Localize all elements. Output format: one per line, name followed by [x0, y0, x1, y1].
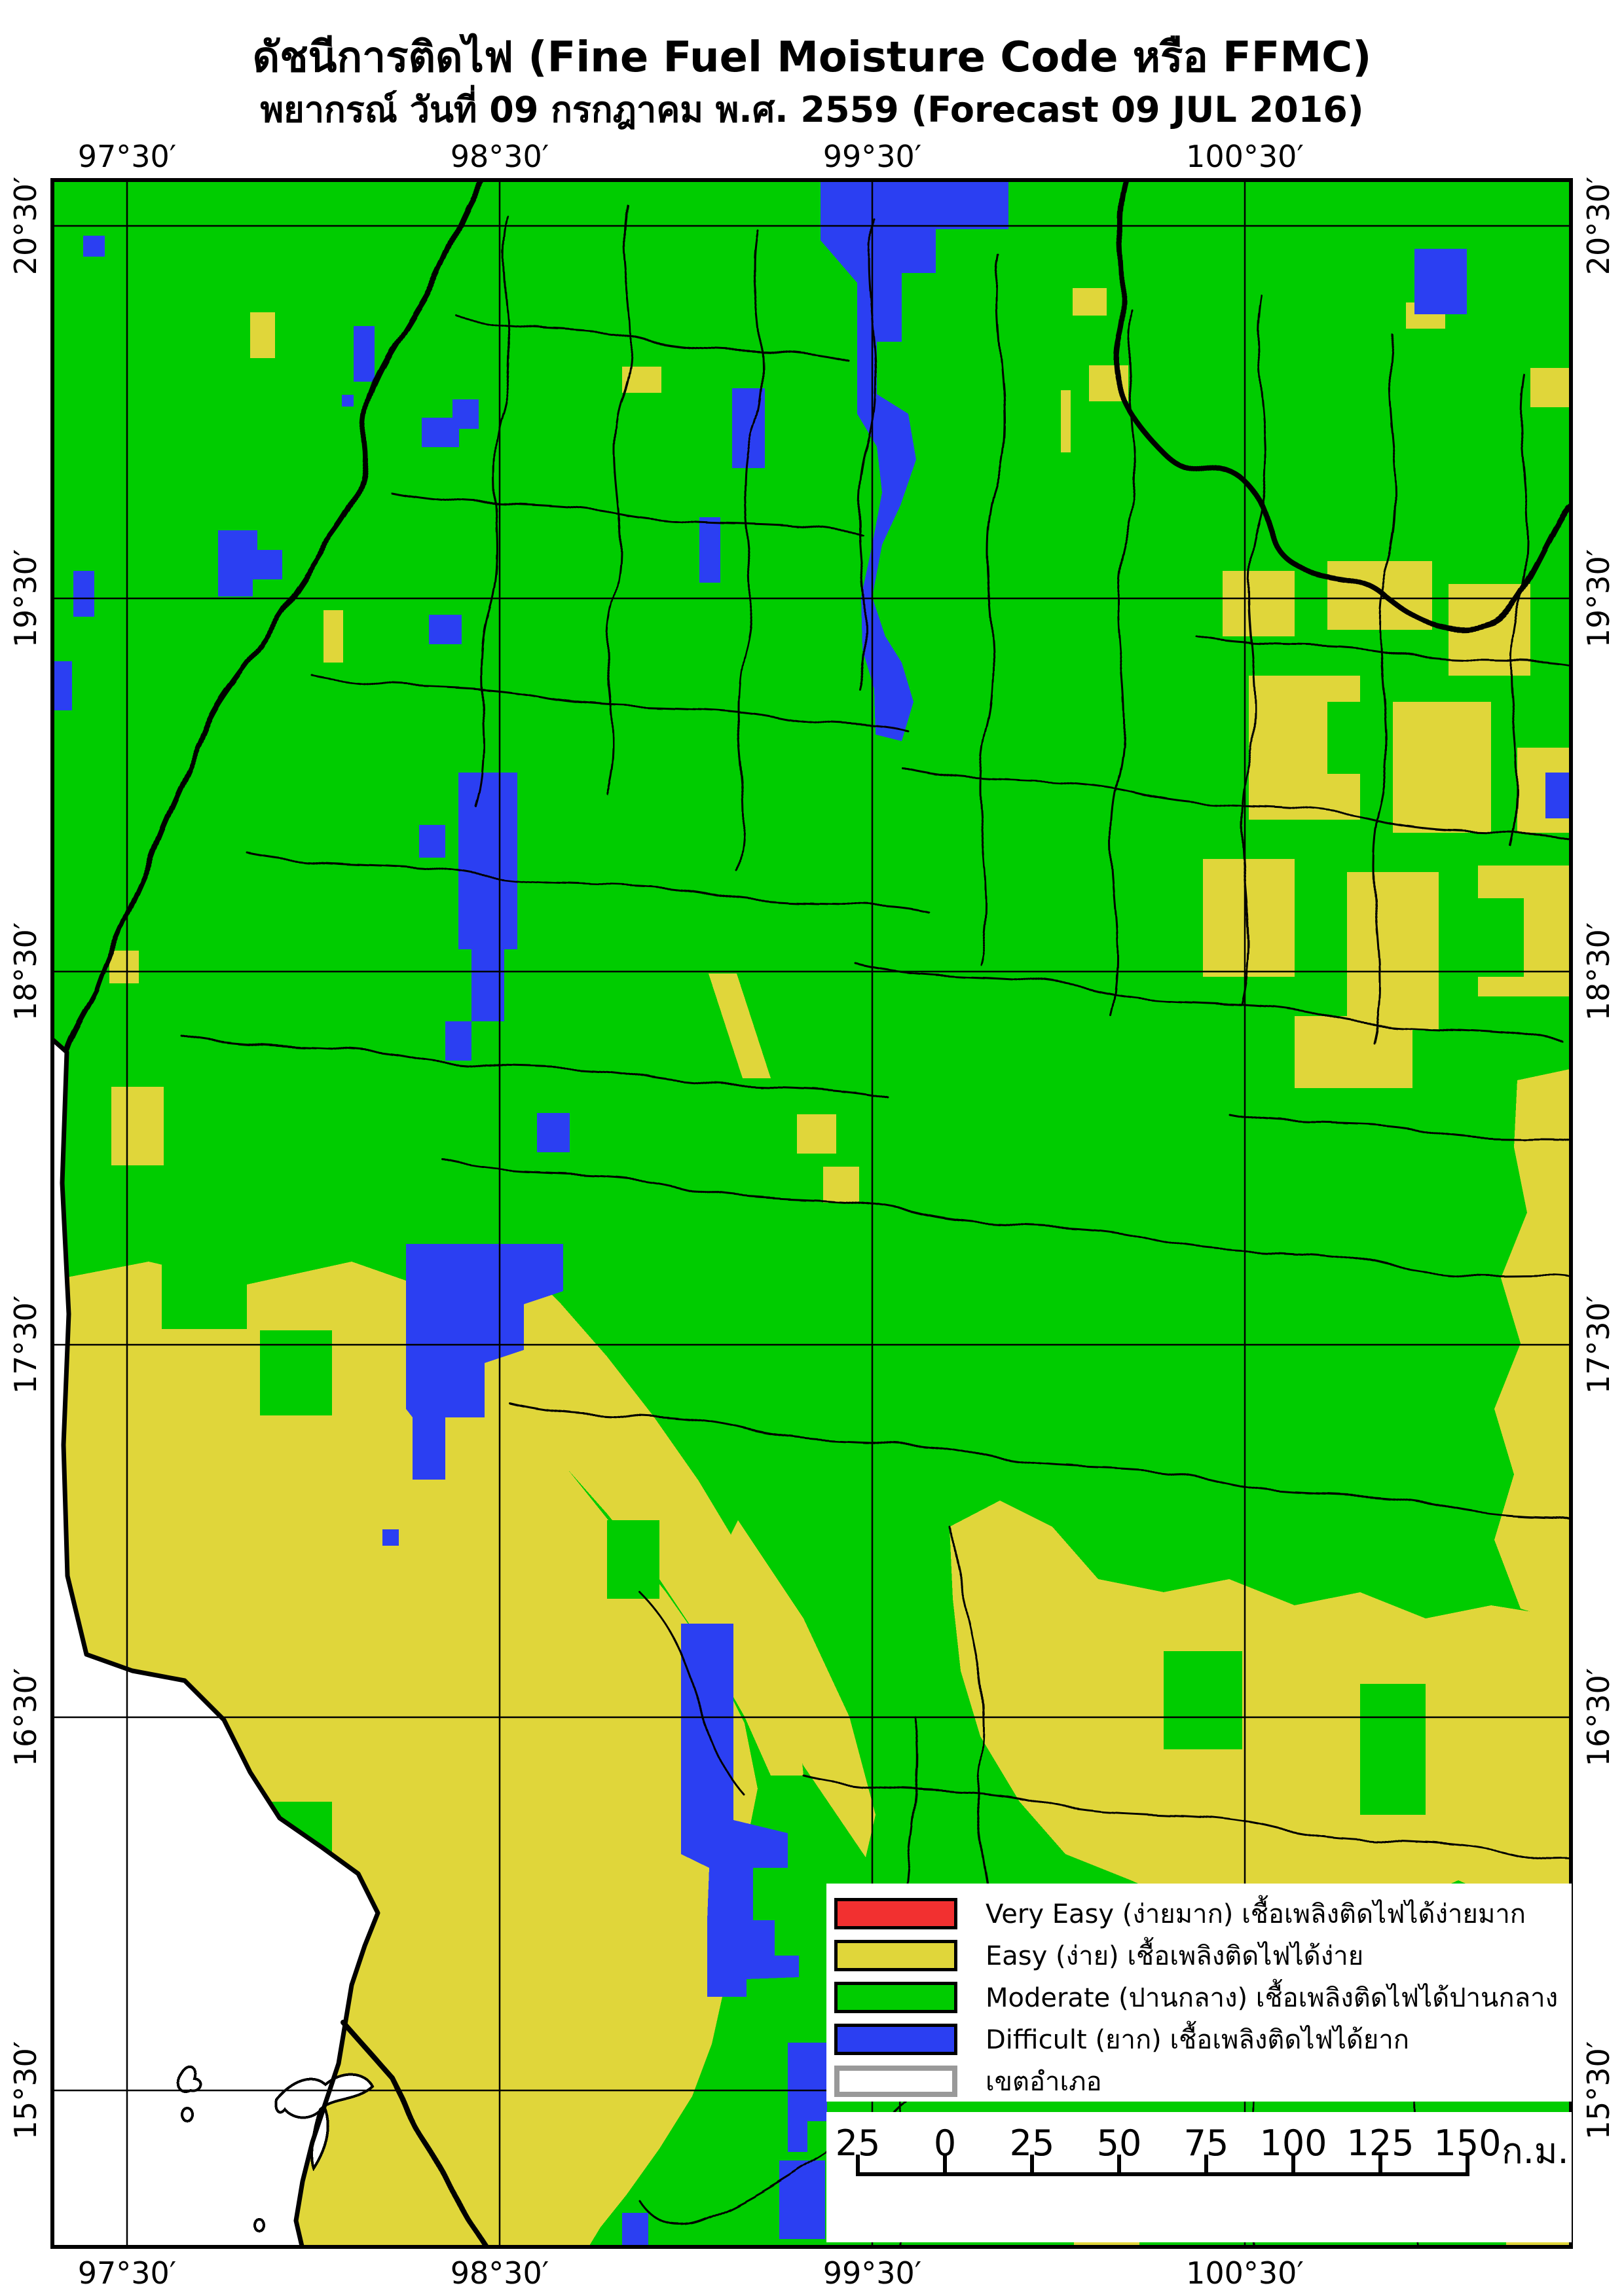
axis-tick-label: 18°30′: [1581, 922, 1616, 1021]
axis-tick-label: 20°30′: [1581, 176, 1616, 276]
page-title: ดัชนีการติดไฟ (Fine Fuel Moisture Code ห…: [252, 33, 1372, 82]
page-subtitle: พยากรณ์ วันที่ 09 กรกฎาคม พ.ศ. 2559 (For…: [260, 89, 1364, 130]
longitude-axis-top: 97°30′ 98°30′ 99°30′ 100°30′: [50, 134, 1573, 175]
scale-bar: ก.ม. 25 0 25 50 75 100 125 150: [826, 2112, 1572, 2242]
axis-tick-label: 100°30′: [1186, 139, 1304, 174]
legend-label: เขตอำเภอ: [986, 2067, 1102, 2097]
scale-bar-tick: [1204, 2155, 1208, 2176]
legend-item-moderate: Moderate (ปานกลาง) เชื้อเพลิงติดไฟได้ปาน…: [826, 1977, 1572, 2018]
map-area: Very Easy (ง่ายมาก) เชื้อเพลิงติดไฟได้ง่…: [50, 178, 1573, 2249]
scale-bar-tick: [943, 2155, 947, 2176]
legend-item-district-boundary: เขตอำเภอ: [826, 2060, 1572, 2102]
scale-bar-tick: [1030, 2155, 1034, 2176]
legend-swatch-easy: [834, 1940, 957, 1971]
legend-item-difficult: Difficult (ยาก) เชื้อเพลิงติดไฟได้ยาก: [826, 2018, 1572, 2060]
scale-bar-tick: [856, 2155, 860, 2176]
axis-tick-label: 97°30′: [77, 2255, 177, 2291]
axis-tick-label: 15°30′: [1581, 2041, 1616, 2140]
axis-tick-label: 16°30′: [8, 1667, 43, 1767]
axis-tick-label: 97°30′: [77, 139, 177, 174]
map-color-layers: [50, 178, 1573, 2249]
longitude-axis-bottom: 97°30′ 98°30′ 99°30′ 100°30′: [50, 2253, 1573, 2293]
axis-tick-label: 20°30′: [8, 176, 43, 276]
axis-tick-label: 15°30′: [8, 2041, 43, 2140]
legend-swatch-district-boundary: [834, 2066, 957, 2097]
latitude-axis-right: 20°30′ 19°30′ 18°30′ 17°30′ 16°30′ 15°30′: [1576, 176, 1621, 2249]
country-border: [64, 178, 1573, 2249]
scale-bar-unit: ก.ม.: [1502, 2130, 1569, 2172]
scale-bar-tick: [1291, 2155, 1295, 2176]
white-outside-country: [50, 1038, 378, 2249]
legend-swatch-very-easy: [834, 1898, 957, 1929]
scale-bar-tick: [1378, 2155, 1382, 2176]
axis-tick-label: 19°30′: [1581, 549, 1616, 648]
coastline: [50, 1035, 380, 2249]
scale-bar-tick: [1466, 2155, 1469, 2176]
axis-tick-label: 98°30′: [450, 139, 549, 174]
axis-tick-label: 99°30′: [822, 139, 922, 174]
axis-tick-label: 16°30′: [1581, 1667, 1616, 1767]
ffmc-raster-map: [50, 178, 1573, 2249]
axis-tick-label: 17°30′: [8, 1295, 43, 1394]
yellow-southwest-region: [64, 1262, 758, 2249]
axis-tick-label: 17°30′: [1581, 1295, 1616, 1394]
map-frame: [50, 178, 1573, 2249]
legend-item-easy: Easy (ง่าย) เชื้อเพลิงติดไฟได้ง่าย: [826, 1935, 1572, 1977]
axis-tick-label: 98°30′: [450, 2255, 549, 2291]
legend-label: Easy (ง่าย) เชื้อเพลิงติดไฟได้ง่าย: [986, 1941, 1364, 1971]
scale-bar-line: [856, 2172, 1469, 2176]
latitude-axis-left: 20°30′ 19°30′ 18°30′ 17°30′ 16°30′ 15°30′: [4, 176, 47, 2249]
axis-tick-label: 18°30′: [8, 922, 43, 1021]
map-boundary-layers: [50, 178, 1573, 2249]
axis-tick-label: 99°30′: [822, 2255, 922, 2291]
legend-swatch-moderate: [834, 1982, 957, 2013]
legend-label: Very Easy (ง่ายมาก) เชื้อเพลิงติดไฟได้ง่…: [986, 1899, 1526, 1929]
legend-label: Moderate (ปานกลาง) เชื้อเพลิงติดไฟได้ปาน…: [986, 1983, 1559, 2013]
axis-tick-label: 100°30′: [1186, 2255, 1304, 2291]
legend: Very Easy (ง่ายมาก) เชื้อเพลิงติดไฟได้ง่…: [826, 1884, 1572, 2102]
legend-item-very-easy: Very Easy (ง่ายมาก) เชื้อเพลิงติดไฟได้ง่…: [826, 1893, 1572, 1935]
scale-bar-tick: [1117, 2155, 1121, 2176]
legend-swatch-difficult: [834, 2024, 957, 2055]
legend-label: Difficult (ยาก) เชื้อเพลิงติดไฟได้ยาก: [986, 2025, 1410, 2055]
axis-tick-label: 19°30′: [8, 549, 43, 648]
